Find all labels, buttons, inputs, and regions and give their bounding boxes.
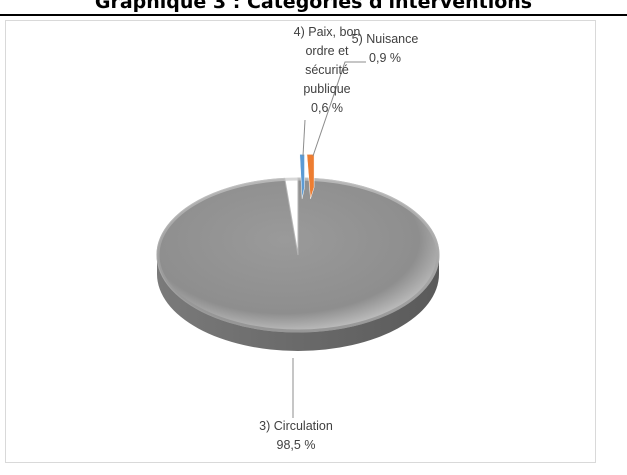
leader-line-1 (302, 119, 306, 157)
page-title: Graphique 3 : Catégories d'interventions (94, 0, 533, 13)
data-label-0: 3) Circulation 98,5 % (259, 419, 333, 452)
data-label-1: 4) Paix, bon ordre et sécurité publique 0,6 … (294, 25, 361, 115)
title-divider (0, 14, 627, 16)
leader-lines (292, 61, 366, 418)
leader-line-2 (312, 61, 366, 157)
data-labels: 3) Circulation 98,5 % 4) Paix, bon ordre et… (259, 25, 418, 452)
pie-slices (156, 154, 440, 351)
data-label-2: 5) Nuisance 0,9 % (352, 32, 419, 65)
pie-slice-2 (306, 154, 315, 199)
pie-slice-bevel-0 (156, 177, 440, 333)
pie-slice-side-0 (157, 255, 439, 351)
